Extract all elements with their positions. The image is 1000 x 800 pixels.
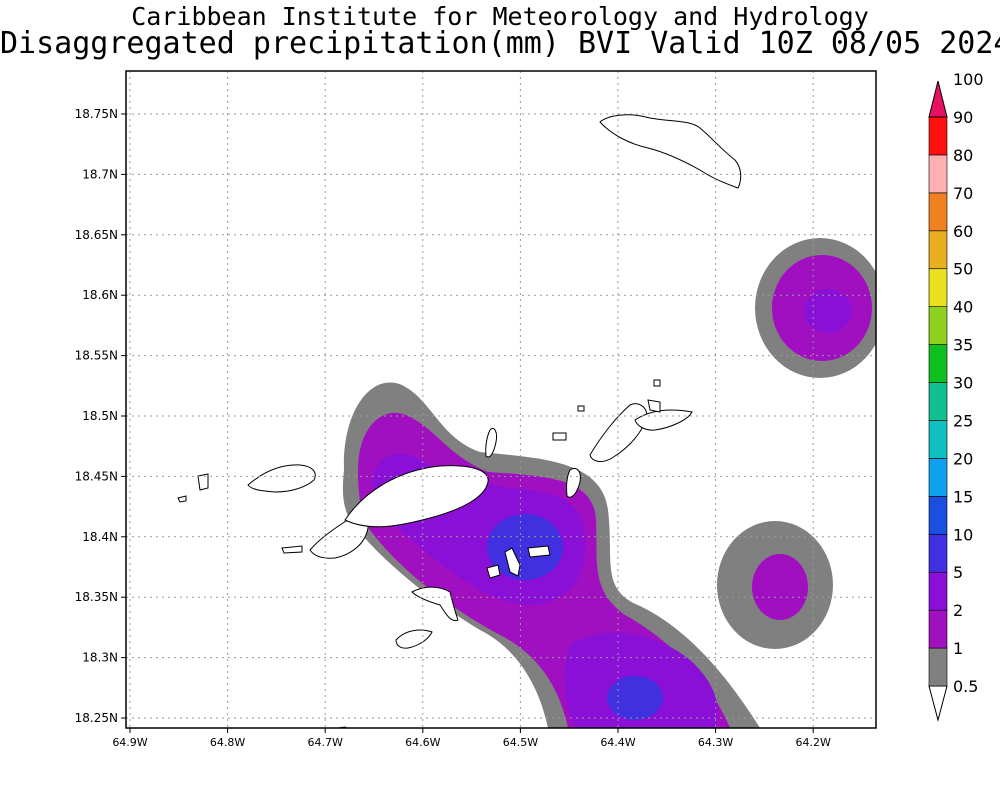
legend-swatch: [928, 609, 948, 649]
lat-tick-label: 18.35N: [75, 590, 118, 604]
lat-tick-label: 18.25N: [75, 711, 118, 725]
lat-tick-label: 18.55N: [75, 349, 118, 363]
legend-level-label: 20: [953, 449, 973, 468]
legend-level-label: 0.5: [953, 677, 978, 696]
lon-tick-label: 64.5W: [503, 736, 538, 749]
legend-swatch: [928, 496, 948, 535]
legend-swatch: [928, 382, 948, 421]
legend-swatch: [928, 268, 948, 307]
lat-tick-label: 18.75N: [75, 107, 118, 121]
map-frame: [125, 70, 877, 729]
lon-tick-label: 64.2W: [796, 736, 831, 749]
lat-tick-label: 18.4N: [82, 530, 118, 544]
legend-swatch: [928, 458, 948, 497]
lat-tick-label: 18.6N: [82, 288, 118, 302]
legend-level-label: 35: [953, 336, 973, 355]
lon-tick-label: 64.7W: [308, 736, 343, 749]
legend-arrow-bottom: [928, 685, 948, 722]
lon-tick-label: 64.9W: [112, 736, 147, 749]
legend-swatch: [928, 192, 948, 232]
precipitation-field: [177, 114, 876, 728]
legend-level-label: 25: [953, 411, 973, 430]
legend-level-label: 70: [953, 184, 973, 203]
product-title: Disaggregated precipitation(mm) BVI Vali…: [0, 26, 1000, 61]
islands: [177, 114, 742, 728]
legend-swatch: [928, 533, 948, 573]
rain-cell-east: [717, 521, 833, 649]
rain-cell-northeast: [755, 238, 876, 378]
legend-swatch: [928, 420, 948, 459]
legend-swatch: [928, 116, 948, 156]
lon-tick-label: 64.6W: [405, 736, 440, 749]
legend-level-label: 40: [953, 298, 973, 317]
axes: 64.9W 64.8W 64.7W 64.6W 64.5W 64.4W 64.3W 64.2W…: [75, 107, 831, 749]
legend-level-label: 5: [953, 563, 963, 582]
legend-arrow-top: [928, 80, 948, 118]
lat-tick-label: 18.65N: [75, 228, 118, 242]
legend-swatch: [928, 344, 948, 383]
lat-tick-label: 18.45N: [75, 469, 118, 483]
legend-level-label: 100: [953, 70, 984, 89]
legend-swatch: [928, 306, 948, 345]
lon-tick-label: 64.8W: [210, 736, 245, 749]
legend-level-label: 1: [953, 639, 963, 658]
legend-level-label: 10: [953, 525, 973, 544]
lat-tick-label: 18.7N: [82, 167, 118, 181]
legend-level-label: 15: [953, 487, 973, 506]
lat-tick-label: 18.3N: [82, 651, 118, 665]
legend-level-label: 2: [953, 601, 963, 620]
institution-title: Caribbean Institute for Meteorology and …: [131, 2, 869, 31]
legend-swatch: [928, 571, 948, 611]
legend-swatch: [928, 230, 948, 270]
gridlines: [126, 71, 876, 728]
legend-level-label: 90: [953, 108, 973, 127]
legend-level-label: 80: [953, 146, 973, 165]
legend-swatch: [928, 647, 948, 687]
legend-level-label: 30: [953, 374, 973, 393]
legend-swatch: [928, 154, 948, 194]
legend-level-label: 60: [953, 222, 973, 241]
rain-band-main: [342, 382, 760, 728]
legend-level-label: 50: [953, 260, 973, 279]
lon-tick-label: 64.3W: [698, 736, 733, 749]
lat-tick-label: 18.5N: [82, 409, 118, 423]
lon-tick-label: 64.4W: [600, 736, 635, 749]
